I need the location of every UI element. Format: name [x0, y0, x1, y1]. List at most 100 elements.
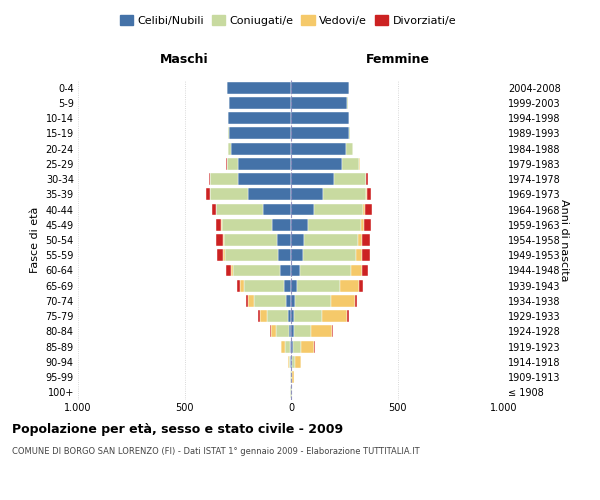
Bar — [342, 158, 359, 170]
Bar — [356, 250, 362, 261]
Bar — [293, 326, 311, 338]
Bar — [323, 188, 365, 200]
Bar — [291, 97, 347, 109]
Bar — [210, 188, 248, 200]
Bar — [292, 371, 294, 383]
Bar — [276, 326, 289, 338]
Bar — [217, 250, 223, 261]
Bar — [270, 326, 271, 338]
Bar — [365, 188, 367, 200]
Bar — [289, 356, 290, 368]
Bar — [291, 356, 292, 368]
Bar — [349, 128, 350, 140]
Bar — [284, 280, 291, 291]
Bar — [291, 188, 323, 200]
Bar — [229, 97, 291, 109]
Bar — [284, 340, 290, 352]
Bar — [227, 82, 291, 94]
Bar — [298, 280, 340, 291]
Bar — [232, 264, 233, 276]
Bar — [221, 219, 222, 230]
Bar — [233, 264, 280, 276]
Bar — [290, 356, 291, 368]
Bar — [359, 158, 360, 170]
Bar — [288, 310, 291, 322]
Bar — [295, 295, 331, 307]
Bar — [291, 173, 334, 185]
Bar — [322, 310, 347, 322]
Bar — [291, 250, 303, 261]
Bar — [295, 356, 301, 368]
Bar — [223, 250, 225, 261]
Bar — [311, 326, 332, 338]
Bar — [248, 295, 254, 307]
Bar — [365, 204, 371, 216]
Bar — [263, 204, 291, 216]
Bar — [223, 234, 224, 246]
Bar — [291, 112, 349, 124]
Bar — [362, 250, 370, 261]
Bar — [280, 264, 291, 276]
Bar — [303, 250, 356, 261]
Bar — [248, 188, 291, 200]
Bar — [227, 158, 238, 170]
Bar — [228, 128, 229, 140]
Text: Maschi: Maschi — [160, 54, 209, 66]
Bar — [215, 219, 221, 230]
Bar — [291, 142, 346, 154]
Bar — [308, 219, 361, 230]
Bar — [271, 326, 276, 338]
Bar — [291, 82, 349, 94]
Bar — [277, 234, 291, 246]
Bar — [346, 142, 353, 154]
Bar — [291, 295, 295, 307]
Bar — [291, 204, 314, 216]
Bar — [259, 310, 260, 322]
Bar — [292, 356, 295, 368]
Bar — [314, 204, 364, 216]
Bar — [291, 280, 298, 291]
Bar — [272, 219, 291, 230]
Bar — [361, 219, 364, 230]
Bar — [362, 234, 370, 246]
Bar — [225, 250, 278, 261]
Legend: Celibi/Nubili, Coniugati/e, Vedovi/e, Divorziati/e: Celibi/Nubili, Coniugati/e, Vedovi/e, Di… — [115, 10, 461, 30]
Bar — [291, 128, 349, 140]
Bar — [332, 326, 333, 338]
Bar — [291, 219, 308, 230]
Bar — [334, 173, 365, 185]
Bar — [236, 280, 240, 291]
Bar — [289, 326, 291, 338]
Bar — [224, 234, 277, 246]
Bar — [364, 219, 371, 230]
Text: Femmine: Femmine — [365, 54, 430, 66]
Bar — [362, 264, 368, 276]
Bar — [217, 234, 223, 246]
Bar — [304, 234, 358, 246]
Bar — [229, 128, 291, 140]
Bar — [266, 310, 288, 322]
Bar — [340, 280, 359, 291]
Bar — [291, 158, 342, 170]
Bar — [244, 280, 284, 291]
Bar — [366, 173, 368, 185]
Bar — [358, 234, 362, 246]
Bar — [367, 188, 371, 200]
Bar — [291, 340, 293, 352]
Bar — [212, 204, 216, 216]
Bar — [228, 142, 232, 154]
Y-axis label: Anni di nascita: Anni di nascita — [559, 198, 569, 281]
Bar — [209, 173, 210, 185]
Bar — [291, 264, 299, 276]
Bar — [355, 295, 358, 307]
Bar — [260, 310, 266, 322]
Bar — [210, 173, 238, 185]
Text: Popolazione per età, sesso e stato civile - 2009: Popolazione per età, sesso e stato civil… — [12, 422, 343, 436]
Bar — [254, 295, 286, 307]
Bar — [291, 326, 293, 338]
Bar — [226, 264, 232, 276]
Text: COMUNE DI BORGO SAN LORENZO (FI) - Dati ISTAT 1° gennaio 2009 - Elaborazione TUT: COMUNE DI BORGO SAN LORENZO (FI) - Dati … — [12, 448, 419, 456]
Bar — [294, 310, 322, 322]
Bar — [291, 310, 294, 322]
Bar — [350, 264, 362, 276]
